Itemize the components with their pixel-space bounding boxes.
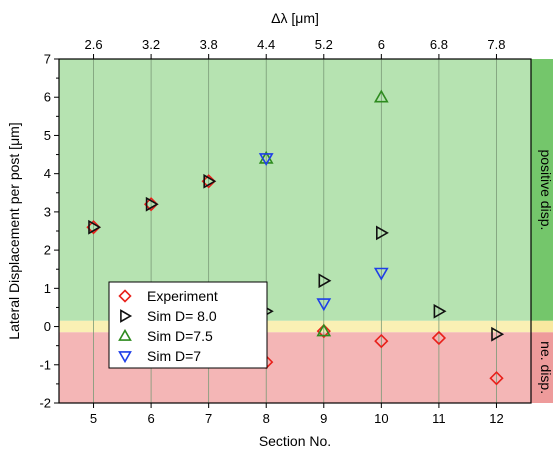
- top-tick-label: 5.2: [315, 37, 333, 52]
- x-tick-label: 5: [90, 411, 97, 426]
- top-tick-label: 7.8: [487, 37, 505, 52]
- region-label: positive disp.: [538, 149, 553, 230]
- top-tick-label: 6.8: [430, 37, 448, 52]
- top-axis-label: Δλ [μm]: [271, 10, 319, 26]
- legend-label: Sim D= 8.0: [147, 308, 217, 324]
- legend-label: Sim D=7.5: [147, 328, 213, 344]
- legend-label: Experiment: [147, 288, 218, 304]
- legend-label: Sim D=7: [147, 348, 201, 364]
- legend: Experiment Sim D= 8.0 Sim D=7.5 Sim D=7: [109, 282, 267, 368]
- x-axis-label: Section No.: [259, 433, 331, 449]
- x-tick-label: 9: [320, 411, 327, 426]
- y-axis-label: Lateral Displacement per post [μm]: [6, 122, 22, 339]
- x-tick-label: 7: [205, 411, 212, 426]
- y-tick-label: 3: [44, 204, 51, 219]
- top-tick-label: 3.8: [200, 37, 218, 52]
- x-tick-label: 11: [432, 411, 446, 426]
- y-tick-label: -2: [39, 396, 51, 411]
- x-tick-label: 10: [374, 411, 388, 426]
- x-tick-label: 8: [263, 411, 270, 426]
- region-strip-1: [531, 321, 553, 332]
- top-tick-label: 3.2: [142, 37, 160, 52]
- y-tick-label: 4: [44, 166, 51, 181]
- top-tick-label: 2.6: [84, 37, 102, 52]
- top-tick-label: 6: [378, 37, 385, 52]
- top-tick-label: 4.4: [257, 37, 275, 52]
- y-tick-label: 2: [44, 243, 51, 258]
- region-label: ne. disp.: [538, 341, 553, 394]
- y-tick-label: 1: [44, 281, 51, 296]
- x-tick-label: 12: [489, 411, 503, 426]
- y-tick-label: -1: [39, 357, 51, 372]
- x-tick-label: 6: [147, 411, 154, 426]
- y-tick-label: 0: [44, 319, 51, 334]
- y-tick-label: 5: [44, 128, 51, 143]
- y-tick-label: 6: [44, 90, 51, 105]
- y-tick-label: 7: [44, 52, 51, 67]
